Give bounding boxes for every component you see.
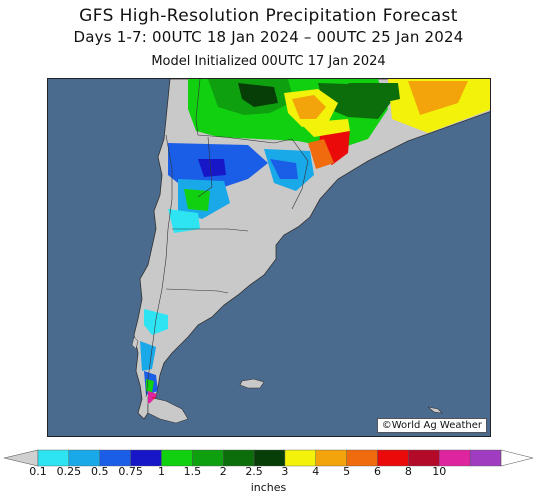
colorbar-cell xyxy=(439,449,471,467)
colorbar-cell xyxy=(315,449,347,467)
colorbar-tick-label: 2 xyxy=(219,465,227,478)
colorbar-cell xyxy=(130,449,162,467)
colorbar-tick-label: 8 xyxy=(404,465,412,478)
colorbar-cell xyxy=(253,449,286,467)
colorbar-tick-label: 0.1 xyxy=(29,465,47,478)
colorbar-cell xyxy=(161,449,193,467)
colorbar-tick-label: 1.5 xyxy=(183,465,202,478)
colorbar-tick-label: 2.5 xyxy=(245,465,263,478)
falkland-islands xyxy=(239,378,265,389)
colorbar-cell xyxy=(192,449,224,467)
map-title: GFS High-Resolution Precipitation Foreca… xyxy=(79,6,458,26)
colorbar-cell xyxy=(284,449,316,467)
model-initialized: Model Initialized 00UTC 17 Jan 2024 xyxy=(151,54,386,69)
colorbar-tick-label: 3 xyxy=(281,465,289,478)
colorbar-tick-label: 5 xyxy=(343,465,351,478)
map-canvas xyxy=(131,79,490,424)
south-georgia-island xyxy=(427,406,443,414)
colorbar-tick-label: 1 xyxy=(157,465,165,478)
colorbar-tick-label: 0.75 xyxy=(118,465,143,478)
colorbar-cell xyxy=(408,449,440,467)
colorbar-cell xyxy=(99,449,131,467)
precipitation-colorbar xyxy=(3,449,534,467)
colorbar-cell xyxy=(68,449,100,467)
colorbar-cell xyxy=(37,449,70,467)
colorbar-tick-label: 4 xyxy=(312,465,320,478)
colorbar-tick-label: 0.5 xyxy=(90,465,109,478)
colorbar-tick-label: 6 xyxy=(374,465,382,478)
colorbar-tick-label: 10 xyxy=(432,465,447,478)
precipitation-overlay xyxy=(140,79,490,417)
chilean-coast-islands xyxy=(131,336,139,350)
legend-units: inches xyxy=(250,481,287,494)
precipitation-map: ©World Ag Weather xyxy=(47,78,491,437)
map-credit: ©World Ag Weather xyxy=(376,418,487,433)
colorbar-tick-label: 0.25 xyxy=(56,465,82,478)
colorbar-cell xyxy=(377,449,409,467)
colorbar-cell xyxy=(222,449,255,467)
country-borders xyxy=(145,79,309,398)
colorbar-cell xyxy=(346,449,378,467)
colorbar-min-arrow xyxy=(3,449,39,467)
colorbar-max-arrow xyxy=(500,449,534,467)
tierra-del-fuego xyxy=(147,396,189,424)
colorbar-cell xyxy=(469,449,502,467)
forecast-period: Days 1-7: 00UTC 18 Jan 2024 – 00UTC 25 J… xyxy=(73,28,464,46)
